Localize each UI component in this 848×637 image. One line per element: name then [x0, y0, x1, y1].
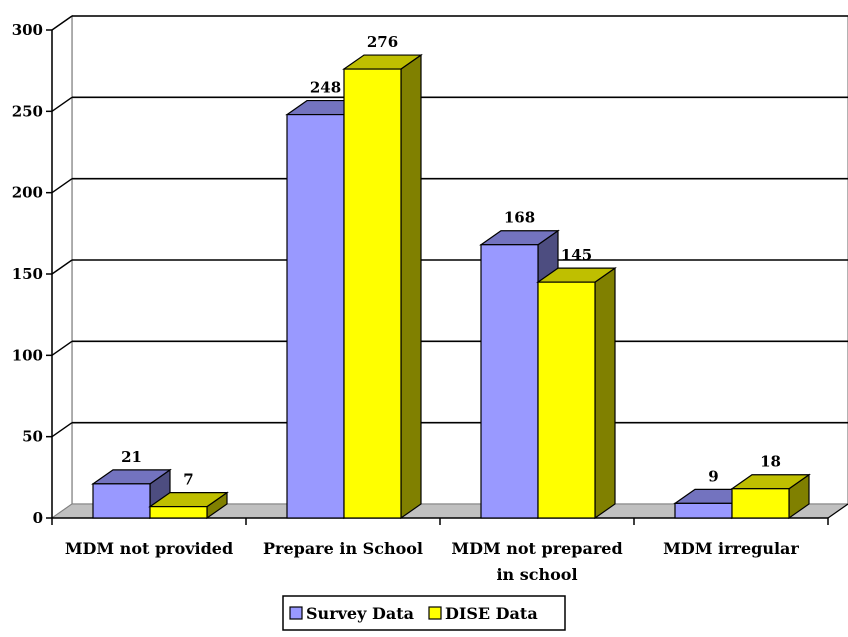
y-tick-label: 100	[12, 346, 43, 364]
y-tick-label: 200	[12, 184, 43, 202]
legend-label: DISE Data	[445, 604, 538, 623]
bar-front	[286, 113, 345, 519]
bar-front	[92, 483, 151, 519]
data-label: 168	[504, 209, 535, 227]
y-tick-label: 150	[12, 265, 43, 283]
data-label: 9	[708, 467, 718, 485]
bar-front	[537, 281, 596, 519]
gridline-side	[51, 259, 73, 275]
labels: 0 50 100 150 200 250 300 21 7 MDM not provided 248…	[12, 21, 800, 584]
bar-front	[343, 68, 402, 519]
bar-side	[400, 53, 422, 520]
y-tick-label: 50	[22, 428, 43, 446]
gridlines	[51, 15, 848, 438]
bar-front	[149, 506, 208, 519]
x-tick-label: MDM not provided	[65, 539, 233, 558]
x-tick-label: Prepare in School	[263, 539, 423, 558]
chart-walls	[50, 14, 848, 520]
x-tick-label: MDM not prepared	[451, 539, 622, 558]
gridline-side	[51, 96, 73, 112]
legend-swatch	[289, 606, 303, 620]
y-tick-label: 300	[12, 21, 43, 39]
bar	[536, 266, 617, 520]
data-label: 21	[121, 448, 142, 466]
bars	[91, 53, 811, 520]
bar-front	[731, 488, 790, 519]
gridline-side	[51, 422, 73, 438]
legend-swatch	[428, 606, 442, 620]
gridline-side	[51, 178, 73, 194]
bar-side	[594, 266, 616, 520]
data-label: 248	[310, 79, 341, 97]
bar-front	[674, 502, 733, 519]
x-tick-label: MDM irregular	[663, 539, 799, 558]
gridline-side	[51, 15, 73, 31]
bar	[730, 473, 811, 520]
data-label: 276	[367, 33, 398, 51]
bar	[91, 468, 172, 520]
bar-front	[480, 244, 539, 519]
data-label: 7	[183, 471, 193, 489]
x-tick-label: in school	[496, 565, 577, 584]
gridline-side	[51, 340, 73, 356]
legend-box	[282, 595, 566, 631]
legend: Survey Data DISE Data	[282, 595, 566, 631]
legend-label: Survey Data	[306, 604, 414, 623]
y-tick-label: 250	[12, 102, 43, 120]
data-label: 18	[760, 453, 781, 471]
bar	[148, 491, 229, 520]
data-label: 145	[561, 246, 592, 264]
x-axis-depth	[827, 503, 848, 519]
y-tick-label: 0	[33, 509, 43, 527]
bar	[342, 53, 423, 520]
